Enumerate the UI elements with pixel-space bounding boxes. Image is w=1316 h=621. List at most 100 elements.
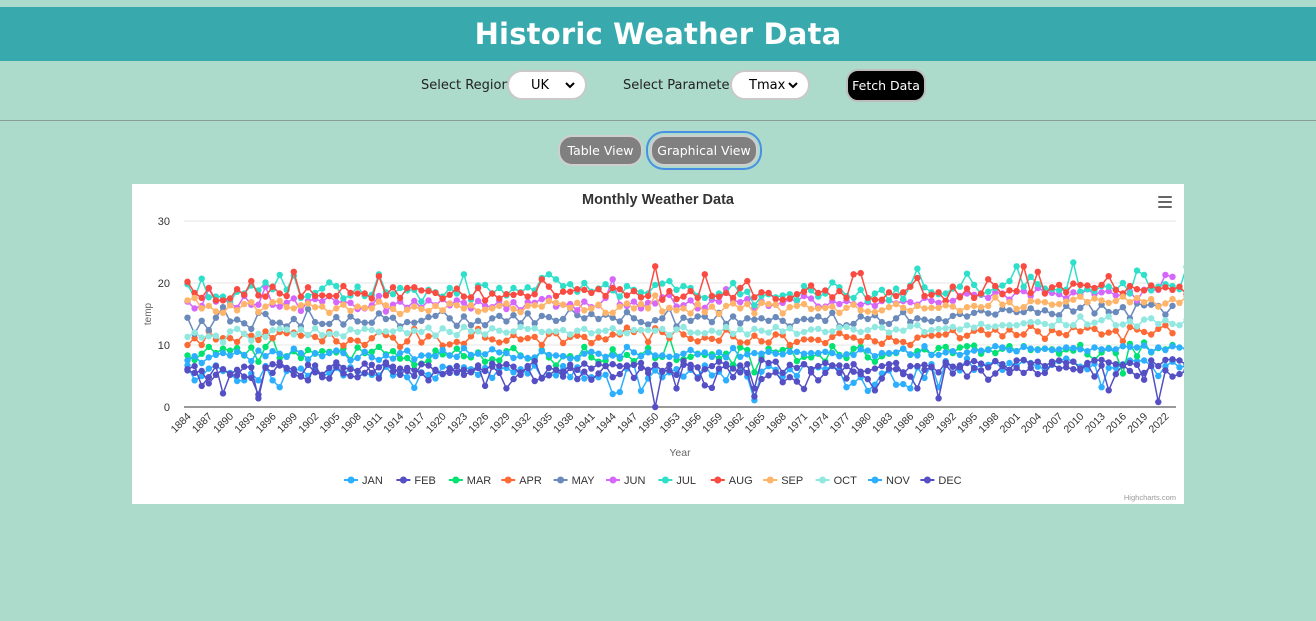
data-point [673,307,680,314]
data-point [333,313,340,321]
data-point [956,307,964,315]
data-point [1063,289,1070,296]
data-point [1169,330,1176,337]
data-point [205,380,212,387]
data-point [935,304,942,311]
data-point [1140,342,1148,349]
data-point [326,330,333,337]
data-point [595,301,602,308]
data-point [623,351,631,359]
x-tick-label: 1884 [169,411,194,436]
data-point [829,294,836,301]
data-point [836,353,843,360]
data-point [474,284,482,292]
data-point [737,305,744,312]
data-point [609,309,616,316]
data-point [255,330,262,337]
data-point [1055,365,1063,372]
chevron-down-icon [565,82,575,89]
data-point [1006,287,1013,294]
data-point [326,320,333,328]
data-point [1070,289,1077,296]
data-point [815,289,822,297]
data-point [425,313,432,321]
data-point [489,336,496,343]
x-tick-label: 1914 [381,411,406,436]
data-point [581,375,588,382]
data-point [375,310,383,317]
graphical-view-button[interactable]: Graphical View [650,135,758,166]
data-point [262,328,269,335]
data-point [963,332,971,339]
data-point [871,302,879,310]
x-tick-label: 1986 [891,411,916,436]
data-point [616,286,623,293]
data-point [184,278,191,285]
data-point [432,289,439,297]
legend-marker [819,476,827,484]
x-tick-label: 1923 [445,411,470,436]
data-point [1148,295,1155,303]
menu-icon[interactable] [1158,196,1172,208]
data-point [382,352,390,359]
data-point [1034,318,1041,326]
data-point [1133,286,1141,293]
data-point [248,374,255,382]
chart-container: Monthly Weather Data 0 10 20 30 temp 1884 1887 1… [132,184,1184,504]
data-point [892,349,900,356]
data-point [786,341,793,349]
data-point [460,344,468,352]
data-point [588,376,595,383]
data-point [652,403,659,411]
data-point [559,288,567,295]
data-point [418,328,425,336]
data-point [510,363,517,370]
data-point [630,349,638,356]
data-point [205,294,212,301]
data-point [666,277,673,285]
data-point [255,336,262,344]
data-point [1140,376,1148,383]
data-point [1084,348,1091,355]
data-point [687,310,694,317]
data-point [779,317,786,324]
data-point [446,365,453,372]
data-point [786,295,793,302]
data-point [191,353,198,360]
data-point [474,350,482,357]
data-point [297,365,305,372]
data-point [510,369,517,376]
data-point [1034,281,1041,288]
data-point [1119,304,1127,311]
data-point [772,331,779,338]
data-point [425,307,432,315]
data-point [375,375,383,382]
data-point [779,328,786,335]
x-tick-label: 1902 [296,411,321,436]
data-point [914,274,921,282]
data-point [1162,300,1169,307]
data-point [602,327,609,334]
data-point [467,294,475,301]
data-point [815,349,822,357]
data-point [935,351,942,359]
data-point [361,304,368,311]
data-point [311,325,319,332]
data-point [1048,346,1056,354]
data-point [871,296,879,303]
parameter-select[interactable]: Tmax [730,70,810,100]
data-point [751,310,758,317]
fetch-data-button[interactable]: Fetch Data [846,69,926,102]
data-point [758,350,765,357]
data-point [673,371,680,378]
data-point [567,331,574,338]
data-point [1119,293,1127,300]
data-point [248,277,255,285]
data-point [970,342,978,349]
region-select[interactable]: UK [507,70,587,100]
table-view-button[interactable]: Table View [558,135,643,166]
data-point [1112,322,1119,329]
data-point [481,382,489,390]
data-point [1013,357,1020,364]
data-point [1155,325,1162,333]
